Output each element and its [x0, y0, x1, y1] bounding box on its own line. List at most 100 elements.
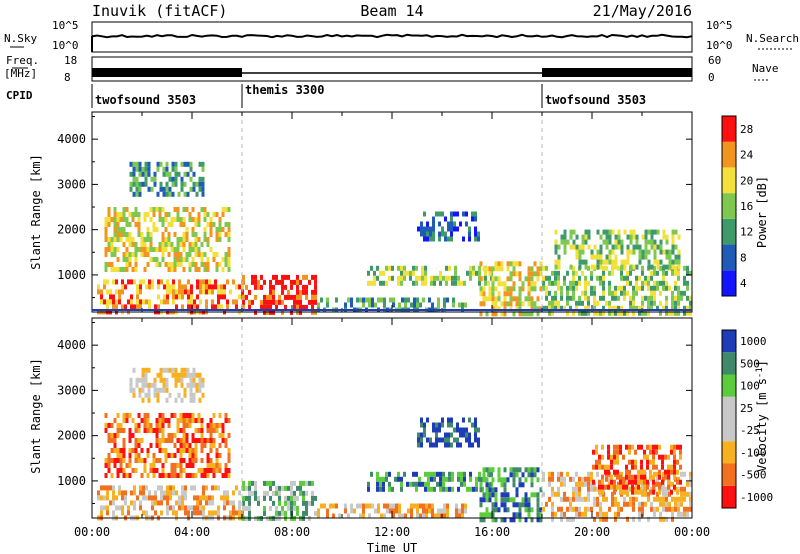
echo-cell	[197, 428, 201, 433]
x-tick-label: 12:00	[374, 525, 410, 539]
echo-cell	[156, 191, 160, 197]
echo-cell	[662, 275, 665, 281]
echo-cell	[479, 286, 483, 292]
echo-cell	[575, 285, 578, 291]
echo-cell	[419, 513, 422, 519]
echo-cell	[152, 207, 156, 212]
echo-cell	[581, 300, 584, 306]
echo-cell	[655, 449, 658, 455]
echo-cell	[572, 229, 576, 235]
echo-cell	[447, 422, 450, 428]
echo-cell	[208, 510, 211, 516]
echo-cell	[593, 486, 596, 492]
echo-cell	[673, 484, 676, 490]
echo-cell	[191, 227, 195, 232]
echo-cell	[174, 397, 178, 403]
echo-cell	[200, 433, 204, 438]
echo-cell	[104, 458, 108, 463]
echo-cell	[623, 229, 627, 235]
echo-cell	[466, 486, 469, 492]
echo-cell	[165, 171, 169, 177]
echo-cell	[146, 232, 150, 237]
echo-cell	[167, 237, 171, 242]
echo-cell	[608, 270, 611, 276]
echo-cell	[161, 232, 165, 237]
echo-cell	[607, 469, 610, 475]
echo-cell	[166, 510, 169, 516]
echo-cell	[563, 305, 566, 311]
echo-cell	[302, 274, 305, 280]
echo-cell	[646, 444, 649, 450]
echo-cell	[245, 505, 248, 511]
echo-cell	[674, 229, 678, 235]
echo-cell	[450, 221, 453, 227]
echo-cell	[683, 486, 686, 492]
echo-cell	[383, 297, 386, 303]
echo-cell	[485, 507, 489, 513]
echo-cell	[424, 486, 427, 492]
echo-cell	[125, 252, 129, 257]
echo-cell	[248, 490, 251, 496]
echo-cell	[659, 481, 662, 487]
echo-cell	[139, 279, 142, 285]
echo-cell	[296, 304, 299, 310]
echo-cell	[125, 237, 129, 242]
echo-cell	[650, 290, 653, 296]
echo-cell	[451, 476, 454, 482]
echo-cell	[404, 297, 407, 303]
echo-cell	[671, 229, 675, 235]
echo-cell	[130, 304, 133, 310]
echo-cell	[158, 242, 162, 247]
echo-cell	[569, 285, 572, 291]
echo-cell	[617, 481, 620, 487]
echo-cell	[191, 413, 195, 418]
echo-cell	[158, 212, 162, 217]
echo-cell	[509, 291, 513, 297]
echo-cell	[677, 496, 680, 502]
echo-cell	[284, 500, 287, 506]
echo-cell	[590, 506, 593, 512]
echo-cell	[376, 265, 379, 271]
echo-cell	[551, 270, 554, 276]
echo-cell	[601, 464, 604, 470]
echo-cell	[332, 513, 335, 519]
echo-cell	[421, 280, 424, 286]
cpid-segment-3: twofsound 3503	[545, 93, 646, 107]
echo-cell	[146, 252, 150, 257]
echo-cell	[413, 302, 416, 308]
echo-cell	[665, 491, 668, 497]
colorbar-segment	[722, 141, 736, 168]
echo-cell	[686, 265, 689, 271]
echo-cell	[596, 471, 599, 477]
colorbar-segment	[722, 463, 736, 486]
echo-cell	[146, 212, 150, 217]
echo-cell	[551, 305, 554, 311]
echo-cell	[151, 500, 154, 506]
echo-cell	[429, 236, 432, 242]
echo-cell	[362, 503, 365, 509]
echo-cell	[454, 275, 457, 281]
echo-cell	[683, 506, 686, 512]
echo-cell	[356, 503, 359, 509]
echo-cell	[497, 281, 501, 287]
echo-cell	[193, 510, 196, 516]
echo-cell	[311, 289, 314, 295]
echo-cell	[676, 479, 679, 485]
echo-cell	[119, 232, 123, 237]
echo-cell	[141, 387, 145, 393]
echo-cell	[232, 500, 235, 506]
echo-cell	[503, 296, 507, 302]
echo-cell	[293, 480, 296, 486]
echo-cell	[272, 284, 275, 290]
echo-cell	[601, 454, 604, 460]
echo-cell	[317, 302, 320, 308]
echo-cell	[190, 294, 193, 300]
echo-cell	[629, 264, 633, 270]
echo-cell	[370, 265, 373, 271]
x-tick-label: 04:00	[174, 525, 210, 539]
echo-cell	[227, 433, 231, 438]
echo-cell	[475, 481, 478, 487]
echo-cell	[474, 422, 477, 428]
echo-cell	[518, 271, 522, 277]
echo-cell	[512, 261, 516, 267]
